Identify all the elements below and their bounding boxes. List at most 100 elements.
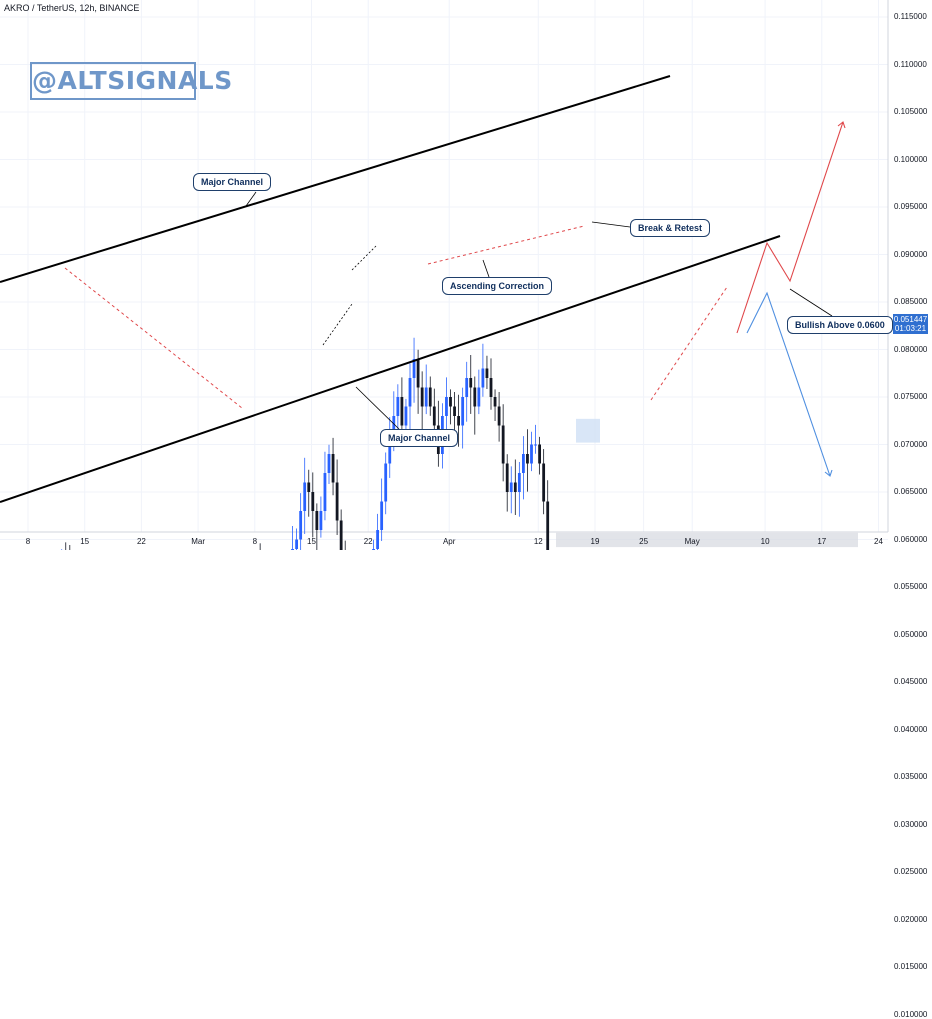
candle-body [376, 530, 379, 549]
resistance-zone [556, 532, 858, 548]
candle-body [335, 482, 339, 521]
candle-body [303, 482, 307, 511]
candle-body [299, 511, 303, 540]
chart-header-title: AKRO / TetherUS, 12h, BINANCE [4, 3, 140, 13]
price-tick-label: 0.110000 [894, 59, 927, 69]
bearish-projection-path [746, 291, 831, 477]
candle-body [339, 520, 343, 550]
candle-body [404, 406, 408, 426]
candle-body [489, 378, 493, 397]
time-tick-label: Apr [442, 537, 456, 546]
price-tick-label: 0.115000 [894, 12, 927, 21]
candle-body [428, 387, 432, 407]
candle-body [445, 397, 448, 416]
leader-ascending-correction [482, 259, 490, 278]
candle-body [307, 482, 311, 492]
price-tick-label: 0.075000 [894, 392, 928, 401]
price-tick-label: 0.045000 [894, 677, 928, 686]
candle-body [295, 539, 298, 549]
candle-body [493, 397, 497, 407]
price-tick-label: 0.060000 [894, 534, 928, 544]
time-tick-label: 22 [363, 537, 373, 546]
candle-body [319, 511, 323, 530]
annotation-major-channel-top: Major Channel [193, 173, 272, 191]
leader-break-retest [591, 221, 631, 228]
break-retest-zone [576, 418, 600, 443]
candle-body [392, 416, 396, 435]
candle-body [530, 444, 533, 464]
candle-body [465, 378, 469, 397]
candle-body [469, 378, 473, 388]
candle-body [501, 425, 505, 464]
price-tick-label: 0.040000 [894, 724, 928, 734]
price-tick-label: 0.025000 [894, 867, 928, 876]
candle-body [522, 454, 525, 473]
time-tick-label: May [684, 537, 700, 546]
price-tick-label: 0.100000 [894, 154, 928, 164]
candle-body [408, 378, 412, 407]
price-tick-label: 0.090000 [894, 249, 928, 259]
candle-body [461, 397, 465, 426]
price-tick-label: 0.085000 [894, 297, 928, 306]
candle-body [384, 463, 388, 502]
price-tick-label: 0.010000 [894, 1009, 928, 1019]
ascending-correction-line [427, 225, 585, 265]
channel-upper-line [0, 75, 671, 283]
price-tick-label: 0.105000 [894, 107, 928, 116]
annotation-ascending-correction: Ascending Correction [442, 277, 553, 295]
time-tick-label: 17 [817, 537, 827, 546]
price-tick-label: 0.055000 [894, 582, 928, 591]
candle-body [432, 406, 436, 426]
price-tick-label: 0.070000 [894, 439, 928, 449]
price-tick-label: 0.095000 [894, 202, 928, 211]
channel-lower-line [0, 235, 781, 503]
price-tick-label: 0.015000 [894, 962, 928, 971]
time-tick-label: 10 [760, 537, 770, 546]
candle-body [331, 454, 335, 483]
price-tick-label: 0.035000 [894, 772, 928, 781]
candle-body [457, 416, 460, 426]
candle-body [311, 492, 315, 511]
annotation-bullish-above: Bullish Above 0.0600 [787, 316, 893, 334]
price-chart[interactable] [0, 0, 932, 550]
time-tick-label: 25 [639, 537, 649, 546]
candle-body [534, 444, 537, 446]
time-tick-label: 22 [136, 537, 146, 546]
minor-trend-line-1 [322, 303, 353, 346]
candle-body [400, 397, 404, 426]
candle-body [513, 482, 517, 492]
time-tick-label: 15 [307, 537, 316, 546]
candle-body [323, 473, 327, 511]
candle-body [481, 368, 485, 388]
price-tick-label: 0.020000 [894, 914, 928, 924]
candle-body [542, 463, 546, 502]
bullish-projection-path [736, 121, 844, 334]
candle-body [416, 359, 420, 388]
annotation-major-channel-bottom: Major Channel [380, 429, 459, 447]
candle-body [388, 435, 392, 464]
last-price-badge: 0.051447 01:03:21 [893, 314, 928, 334]
candle-body [420, 387, 424, 407]
time-tick-label: 24 [874, 537, 883, 546]
price-tick-label: 0.080000 [894, 344, 928, 354]
leader-major-channel-top [245, 191, 257, 207]
candle-body [505, 463, 509, 492]
bullish-arrow-head [837, 121, 846, 129]
price-tick-label: 0.065000 [894, 487, 928, 496]
candle-body [412, 359, 416, 378]
candle-body [380, 501, 384, 530]
candle-body [538, 444, 541, 464]
candle-body [473, 387, 477, 407]
last-price-countdown: 01:03:21 [894, 324, 927, 333]
candle-body [485, 368, 489, 378]
time-tick-label: 15 [80, 537, 90, 546]
minor-trend-line-2 [351, 245, 377, 271]
candle-body [424, 387, 428, 407]
last-price-value: 0.051447 [893, 315, 928, 324]
candle-body [453, 406, 456, 416]
leader-major-channel-bottom [355, 386, 400, 430]
candle-body [315, 511, 319, 530]
watermark-logo: @ALTSIGNALS [30, 62, 232, 100]
time-tick-label: 8 [25, 537, 31, 546]
correction-line-down [64, 267, 243, 409]
